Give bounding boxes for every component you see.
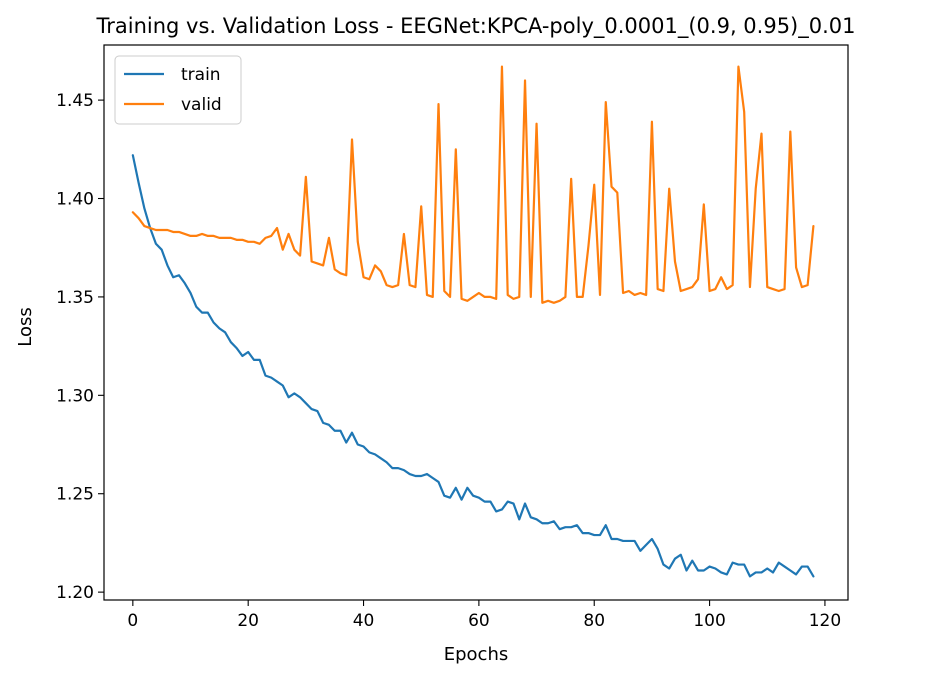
legend-box <box>114 55 242 125</box>
x-axis: 0 20 40 60 80 100 120 <box>127 600 841 631</box>
series-layer <box>131 65 815 578</box>
series-line-train <box>131 154 815 578</box>
y-tick-label: 1.45 <box>56 91 94 111</box>
x-tick-label: 120 <box>809 611 841 631</box>
y-tick-label: 1.30 <box>56 386 94 406</box>
legend: train valid <box>114 55 242 125</box>
x-tick-label: 60 <box>468 611 490 631</box>
chart-title: Training vs. Validation Loss - EEGNet:KP… <box>95 14 855 39</box>
x-tick-label: 100 <box>693 611 725 631</box>
legend-label-valid: valid <box>181 95 222 115</box>
y-axis-label: Loss <box>15 307 36 346</box>
y-tick-label: 1.40 <box>56 190 94 210</box>
series-line-valid <box>131 65 815 304</box>
legend-label-train: train <box>181 65 221 85</box>
y-axis: 1.20 1.25 1.30 1.35 1.40 1.45 <box>56 91 104 603</box>
x-tick-label: 80 <box>583 611 605 631</box>
x-tick-label: 40 <box>353 611 375 631</box>
y-tick-label: 1.25 <box>56 485 94 505</box>
x-tick-label: 0 <box>127 611 138 631</box>
plot-frame <box>103 44 849 601</box>
x-axis-label: Epochs <box>444 644 509 665</box>
y-tick-label: 1.35 <box>56 288 94 308</box>
x-tick-label: 20 <box>237 611 259 631</box>
y-tick-label: 1.20 <box>56 583 94 603</box>
